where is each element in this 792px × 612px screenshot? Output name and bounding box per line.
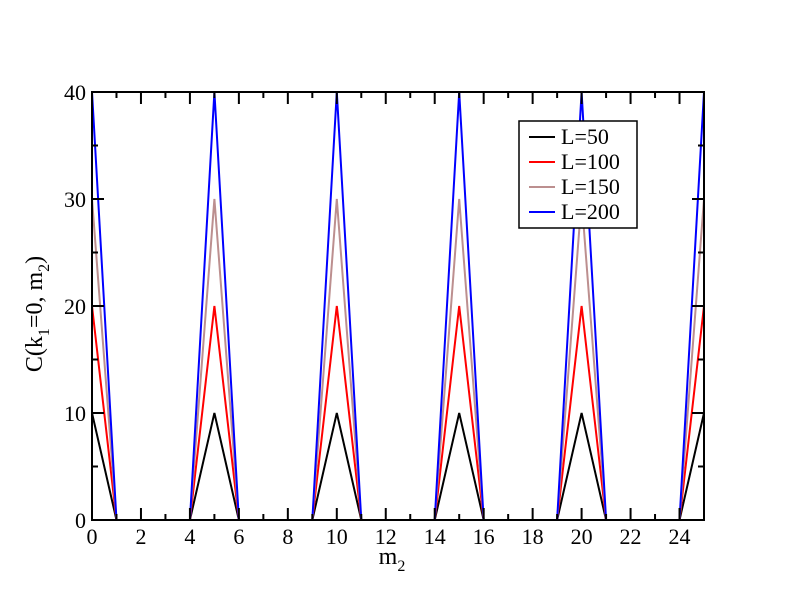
x-tick-label: 18 [522, 524, 544, 549]
series-line-2 [91, 305, 705, 521]
legend-label: L=50 [561, 124, 609, 149]
y-tick-label: 40 [64, 80, 86, 105]
legend-label: L=100 [561, 149, 620, 174]
x-axis-label: m2 [379, 544, 406, 575]
x-tick-label: 20 [571, 524, 593, 549]
y-axis-label-part2: =0, m [22, 272, 48, 329]
y-tick-label: 30 [64, 187, 86, 212]
x-axis-label-subscript: 2 [397, 558, 405, 575]
y-tick-label: 0 [75, 508, 86, 533]
x-tick-label: 8 [282, 524, 293, 549]
x-tick-label: 2 [135, 524, 146, 549]
x-tick-label: 22 [620, 524, 642, 549]
x-tick-label: 0 [87, 524, 98, 549]
legend-label: L=150 [561, 174, 620, 199]
x-tick-label: 12 [375, 524, 397, 549]
y-tick-label: 20 [64, 294, 86, 319]
x-axis-label-main: m [379, 544, 398, 570]
x-tick-label: 16 [473, 524, 495, 549]
x-tick-label: 6 [233, 524, 244, 549]
y-axis-label: C(k1=0, m2) [22, 256, 53, 372]
y-axis-label-part3: ) [22, 256, 48, 264]
x-tick-label: 24 [669, 524, 691, 549]
y-axis-label-sub2: 2 [36, 264, 53, 272]
legend-box [518, 120, 638, 229]
series-line-3 [91, 198, 705, 521]
y-axis-label-part1: C(k [22, 336, 48, 372]
series-line-1 [91, 412, 705, 521]
x-tick-label: 10 [326, 524, 348, 549]
legend-label: L=200 [561, 199, 620, 224]
x-tick-label: 14 [424, 524, 446, 549]
y-tick-label: 10 [64, 401, 86, 426]
y-axis-label-sub1: 1 [36, 328, 53, 336]
x-tick-label: 4 [184, 524, 195, 549]
